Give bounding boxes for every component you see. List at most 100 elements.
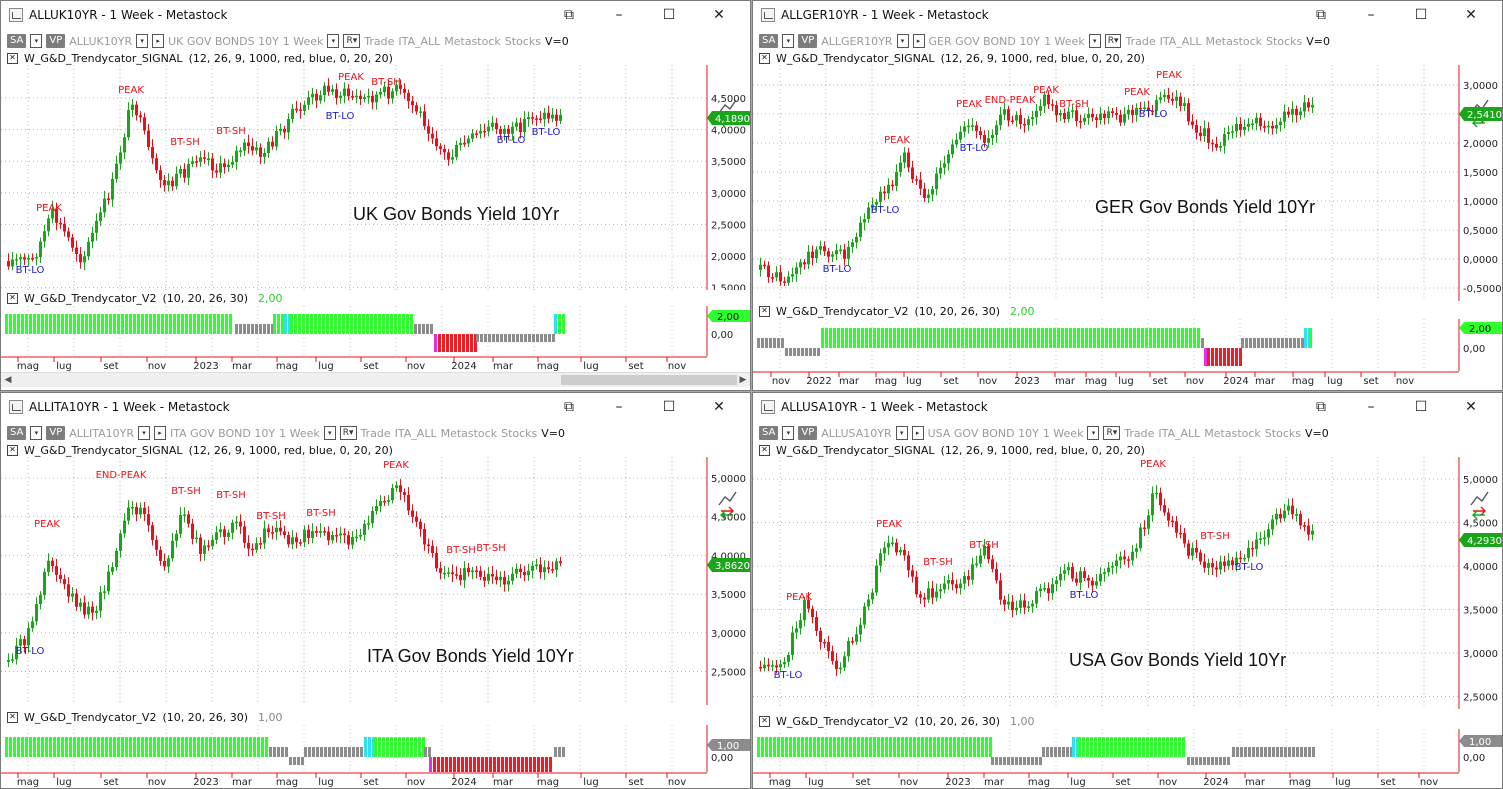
minimize-icon[interactable]: – bbox=[615, 7, 623, 23]
close-indicator-icon[interactable]: ✕ bbox=[7, 711, 18, 723]
list-name[interactable]: ITA_ALL bbox=[398, 34, 441, 48]
indicator-panel[interactable]: 0,001,00 bbox=[1, 725, 751, 772]
price-chart[interactable]: 4,5000 4,0000 3,5000 3,0000 2,5000 2,0000 1,50… bbox=[1, 65, 751, 290]
chart-window-uk[interactable]: ALLUK10YR - 1 Week - Metastock ⧉ – ☐ ✕ S… bbox=[0, 0, 751, 391]
period-field[interactable]: 1 Week bbox=[1044, 34, 1085, 48]
indicator2-name[interactable]: W_G&D_Trendycator_V2 bbox=[776, 304, 909, 318]
trade-link[interactable]: Trade bbox=[360, 426, 391, 440]
dropdown-icon[interactable]: ▾ bbox=[30, 34, 43, 48]
vp-button[interactable]: VP bbox=[46, 34, 66, 48]
popout-icon[interactable]: ⧉ bbox=[564, 399, 574, 415]
dropdown-icon[interactable]: ▸ bbox=[911, 426, 924, 440]
chart-window-usa[interactable]: ALLUSA10YR - 1 Week - Metastock ⧉ – ☐ ✕ … bbox=[752, 392, 1503, 789]
minimize-icon[interactable]: – bbox=[1367, 7, 1375, 23]
r-button[interactable]: R▾ bbox=[339, 426, 357, 440]
period-field[interactable]: 1 Week bbox=[282, 34, 324, 48]
dropdown-icon[interactable]: ▸ bbox=[152, 34, 165, 48]
sa-button[interactable]: SA bbox=[759, 426, 779, 440]
symbol-field[interactable]: ALLGER10YR bbox=[821, 34, 893, 48]
chart-window-ita[interactable]: ALLITA10YR - 1 Week - Metastock ⧉ – ☐ ✕ … bbox=[0, 392, 751, 789]
indicator-bar bbox=[1065, 328, 1068, 348]
dropdown-icon[interactable]: ▾ bbox=[30, 426, 43, 440]
scroll-left-icon[interactable]: ◀ bbox=[4, 375, 12, 385]
sa-button[interactable]: SA bbox=[7, 426, 27, 440]
indicator1-name[interactable]: W_G&D_Trendycator_SIGNAL bbox=[24, 51, 183, 65]
r-button[interactable]: R▾ bbox=[1104, 34, 1122, 48]
close-icon[interactable]: ✕ bbox=[713, 399, 725, 415]
list-name[interactable]: ITA_ALL bbox=[394, 426, 437, 440]
indicator-bar bbox=[133, 737, 136, 757]
dropdown-icon[interactable]: ▾ bbox=[896, 34, 909, 48]
trade-link[interactable]: Trade bbox=[1125, 34, 1156, 48]
maximize-icon[interactable]: ☐ bbox=[662, 7, 676, 23]
indicator1-name[interactable]: W_G&D_Trendycator_SIGNAL bbox=[24, 443, 183, 457]
horizontal-scrollbar[interactable]: ◀ ▶ bbox=[1, 372, 750, 387]
close-indicator-icon[interactable]: ✕ bbox=[759, 444, 770, 456]
symbol-field[interactable]: ALLITA10YR bbox=[69, 426, 135, 440]
trade-link[interactable]: Trade bbox=[364, 34, 395, 48]
dropdown-icon[interactable]: ▾ bbox=[895, 426, 908, 440]
dropdown-icon[interactable]: ▾ bbox=[138, 426, 151, 440]
indicator-bar bbox=[1105, 328, 1108, 348]
sa-button[interactable]: SA bbox=[7, 34, 27, 48]
scroll-thumb[interactable] bbox=[561, 375, 737, 385]
price-chart[interactable]: 3,00002,50002,00001,50001,00000,50000,00… bbox=[753, 65, 1503, 301]
signal-label: BT-SH bbox=[1200, 531, 1230, 542]
close-icon[interactable]: ✕ bbox=[713, 7, 725, 23]
sa-button[interactable]: SA bbox=[759, 34, 779, 48]
indicator-panel[interactable]: 0,001,00 bbox=[753, 729, 1503, 772]
dropdown-icon[interactable]: ▾ bbox=[323, 426, 336, 440]
close-indicator-icon[interactable]: ✕ bbox=[7, 292, 18, 304]
chart-window-ger[interactable]: ALLGER10YR - 1 Week - Metastock ⧉ – ☐ ✕ … bbox=[752, 0, 1503, 391]
indicator1-name[interactable]: W_G&D_Trendycator_SIGNAL bbox=[776, 51, 935, 65]
dropdown-icon[interactable]: ▸ bbox=[154, 426, 167, 440]
vp-button[interactable]: VP bbox=[46, 426, 66, 440]
indicator2-name[interactable]: W_G&D_Trendycator_V2 bbox=[24, 291, 157, 305]
list-name[interactable]: ITA_ALL bbox=[1159, 34, 1202, 48]
indicator2-name[interactable]: W_G&D_Trendycator_V2 bbox=[24, 710, 157, 724]
dropdown-icon[interactable]: ▾ bbox=[136, 34, 149, 48]
close-icon[interactable]: ✕ bbox=[1465, 399, 1477, 415]
popout-icon[interactable]: ⧉ bbox=[1316, 399, 1326, 415]
period-field[interactable]: 1 Week bbox=[1042, 426, 1084, 440]
dropdown-icon[interactable]: ▾ bbox=[1087, 426, 1100, 440]
close-icon[interactable]: ✕ bbox=[1465, 7, 1477, 23]
vp-button[interactable]: VP bbox=[798, 34, 818, 48]
scroll-right-icon[interactable]: ▶ bbox=[739, 375, 747, 385]
symbol-field[interactable]: ALLUK10YR bbox=[69, 34, 133, 48]
close-indicator-icon[interactable]: ✕ bbox=[7, 444, 18, 456]
vp-button[interactable]: VP bbox=[798, 426, 818, 440]
close-indicator-icon[interactable]: ✕ bbox=[7, 52, 18, 64]
close-indicator-icon[interactable]: ✕ bbox=[759, 52, 770, 64]
dropdown-icon[interactable]: ▸ bbox=[912, 34, 925, 48]
indicator-bar bbox=[213, 314, 216, 334]
minimize-icon[interactable]: – bbox=[615, 399, 623, 415]
maximize-icon[interactable]: ☐ bbox=[1414, 399, 1428, 415]
indicator-bar bbox=[332, 747, 335, 757]
r-button[interactable]: R▾ bbox=[343, 34, 361, 48]
dropdown-icon[interactable]: ▾ bbox=[1088, 34, 1101, 48]
dropdown-icon[interactable]: ▾ bbox=[782, 34, 795, 48]
list-name[interactable]: ITA_ALL bbox=[1158, 426, 1201, 440]
dropdown-icon[interactable]: ▾ bbox=[327, 34, 340, 48]
indicator-panel[interactable]: 0,00 2,00 bbox=[1, 306, 751, 356]
close-indicator-icon[interactable]: ✕ bbox=[759, 305, 770, 317]
popout-icon[interactable]: ⧉ bbox=[1316, 7, 1326, 23]
r-button[interactable]: R▾ bbox=[1103, 426, 1121, 440]
popout-icon[interactable]: ⧉ bbox=[564, 7, 574, 23]
close-indicator-icon[interactable]: ✕ bbox=[759, 715, 770, 727]
trade-link[interactable]: Trade bbox=[1124, 426, 1155, 440]
indicator-panel[interactable]: 0,00 2,00 bbox=[753, 319, 1503, 371]
candle-body bbox=[1119, 114, 1122, 123]
symbol-field[interactable]: ALLUSA10YR bbox=[821, 426, 892, 440]
indicator2-name[interactable]: W_G&D_Trendycator_V2 bbox=[776, 714, 909, 728]
price-chart[interactable]: 5,0000 4,5000 4,0000 3,5000 3,0000 2,5000 PEAK… bbox=[753, 457, 1503, 709]
period-field[interactable]: 1 Week bbox=[279, 426, 320, 440]
maximize-icon[interactable]: ☐ bbox=[662, 399, 676, 415]
indicator1-name[interactable]: W_G&D_Trendycator_SIGNAL bbox=[776, 443, 935, 457]
maximize-icon[interactable]: ☐ bbox=[1414, 7, 1428, 23]
price-chart[interactable]: 5,0000 4,5000 4,0000 3,5000 3,0000 2,5000 PEAK… bbox=[1, 457, 751, 705]
dropdown-icon[interactable]: ▾ bbox=[782, 426, 795, 440]
minimize-icon[interactable]: – bbox=[1367, 399, 1375, 415]
indicator-bar bbox=[1005, 328, 1008, 348]
